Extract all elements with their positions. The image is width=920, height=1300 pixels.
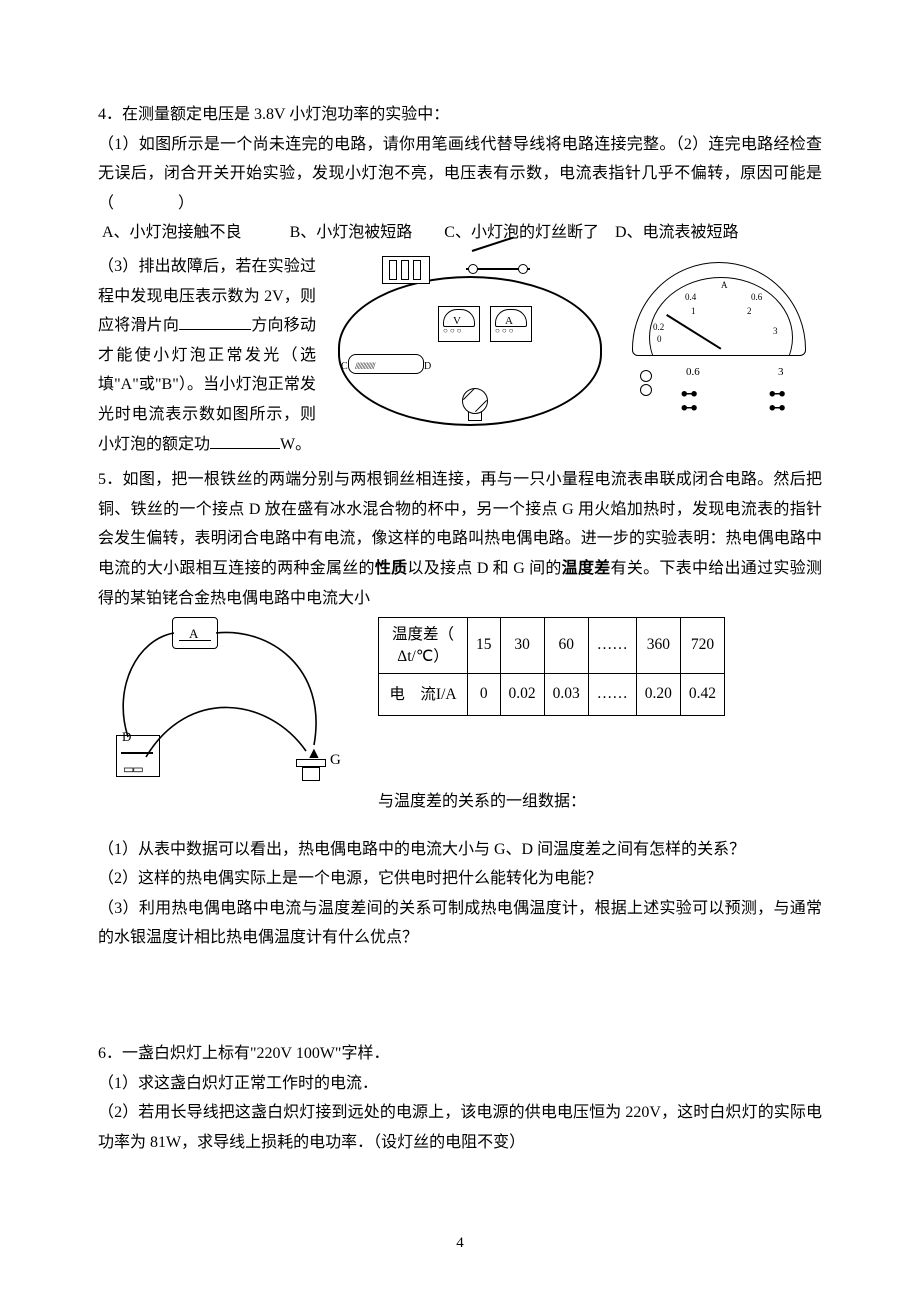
page-number: 4 — [456, 1230, 464, 1258]
label-G: G — [330, 747, 341, 775]
rheostat-icon: ///////////// — [348, 354, 424, 374]
terminal2-icon: ꕹꕹ — [768, 388, 786, 416]
q4-stem: 4．在测量额定电压是 3.8V 小灯泡功率的实验中： — [98, 100, 822, 130]
battery-icon — [382, 256, 430, 284]
scale-3: 3 — [778, 362, 784, 382]
q4-figure-area: （3）排出故障后，若在实验过程中发现电压表示数为 2V，则应将滑片向方向移动才能… — [98, 252, 822, 432]
q4-p3: （3）排出故障后，若在实验过程中发现电压表示数为 2V，则应将滑片向方向移动才能… — [98, 252, 316, 459]
ammeter-dial: 0.2 0.4 A 0.6 0 1 2 3 0.6 3 ꕹꕹ ꕹꕹ — [626, 262, 812, 432]
row1-header: 温度差（ Δt/℃） — [379, 618, 468, 674]
label-c: C — [341, 358, 348, 377]
scale-06: 0.6 — [686, 362, 700, 382]
blank-power[interactable] — [210, 448, 280, 449]
q6-stem: 6．一盏白炽灯上标有"220V 100W"字样． — [98, 1039, 822, 1069]
q5-p2: （2）这样的热电偶实际上是一个电源，它供电时把什么能转化为电能？ — [98, 864, 822, 894]
q4-options: A、小灯泡接触不良 B、小灯泡被短路 C、小灯泡的灯丝断了 D、电流表被短路 — [98, 218, 822, 248]
data-table: 温度差（ Δt/℃） 153060……360720 电 流I/A 00.020.… — [378, 617, 725, 716]
circuit-diagram: V ○ ○ ○ A ○ ○ ○ ///////////// C D — [328, 252, 618, 432]
switch-icon — [466, 252, 530, 274]
row2-header: 电 流I/A — [379, 674, 468, 716]
terminal1-icon: ꕹꕹ — [680, 388, 698, 416]
q5-p3: （3）利用热电偶电路中电流与温度差间的关系可制成热电偶温度计，根据上述实验可以预… — [98, 894, 822, 953]
q5-stem: 5．如图，把一根铁丝的两端分别与两根铜丝相连接，再与一只小量程电流表串联成闭合电… — [98, 465, 822, 613]
q6-p2: （2）若用长导线把这盏白炽灯接到远处的电源上，该电源的供电电压恒为 220V，这… — [98, 1098, 822, 1157]
q5-p1: （1）从表中数据可以看出，热电偶电路中的电流大小与 G、D 间温度差之间有怎样的… — [98, 835, 822, 865]
q6-p1: （1）求这盏白炽灯正常工作时的电流． — [98, 1069, 822, 1099]
q4-p1: （1）如图所示是一个尚未连完的电路，请你用笔画线代替导线将电路连接完整。（2）连… — [98, 130, 822, 219]
voltmeter-icon: V ○ ○ ○ — [438, 306, 480, 342]
blank-direction[interactable] — [179, 329, 251, 330]
table-caption: 与温度差的关系的一组数据： — [98, 787, 822, 817]
ammeter-icon: A ○ ○ ○ — [490, 306, 532, 342]
label-d: D — [424, 358, 431, 377]
bulb-icon — [462, 388, 488, 414]
thermocouple-diagram: ▭▭ D ▲ G — [98, 617, 358, 787]
label-D: D — [122, 725, 131, 749]
burner-icon: ▲ — [296, 749, 326, 779]
q5-figure-table: ▭▭ D ▲ G 温度差（ Δt/℃） 153060……360720 电 流I/… — [98, 617, 822, 817]
